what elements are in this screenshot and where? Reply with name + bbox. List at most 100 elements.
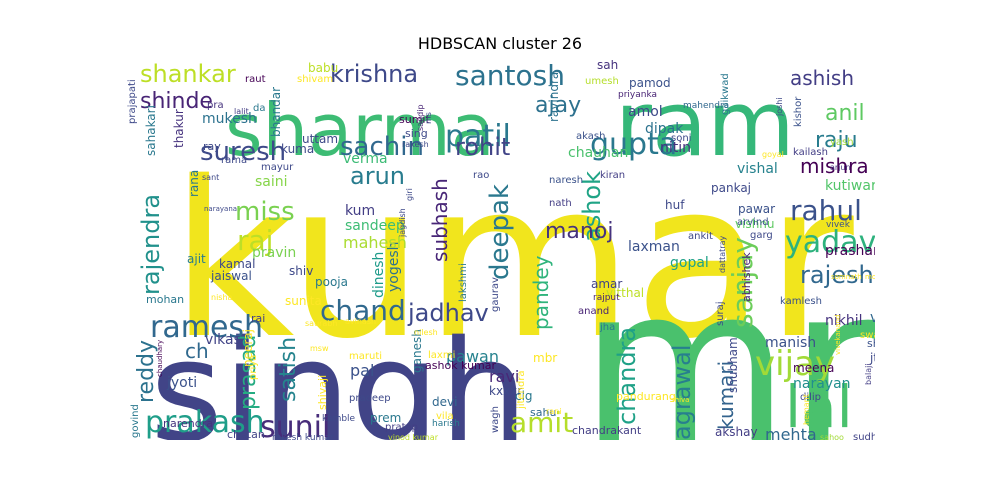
- word-vishnu: vishnu: [735, 217, 775, 231]
- word-vijay: vijay: [755, 344, 835, 384]
- word-narendra: narendra: [163, 417, 213, 430]
- word-rohit: rohit: [455, 133, 510, 161]
- word-sing: sing: [405, 127, 428, 140]
- word-pra: pra: [207, 100, 224, 111]
- word-miss: miss: [235, 197, 295, 227]
- word-rai: rai: [251, 312, 265, 325]
- word-verma: verma: [343, 151, 388, 167]
- word-shivaji: shivaji: [316, 375, 329, 410]
- word-uttam: uttam: [302, 132, 338, 146]
- word-amol: amol: [628, 104, 663, 120]
- word-gaurav: gaurav: [490, 277, 501, 312]
- word-mohan: mohan: [146, 293, 184, 306]
- word-raju: raju: [815, 128, 858, 153]
- word-priyanka: priyanka: [618, 90, 657, 100]
- word-yadav: yadav: [785, 225, 875, 260]
- word-nilesh: nilesh: [414, 328, 438, 337]
- word-raj: raj: [237, 224, 273, 257]
- word-lakshmi: lakshmi: [458, 263, 469, 302]
- word-balaji: balaji: [864, 363, 873, 385]
- word-rajesh: rajesh: [800, 261, 874, 289]
- word-ajay: ajay: [535, 93, 581, 118]
- word-saurabh: saurabh: [305, 319, 337, 328]
- word-gopal: gopal: [670, 255, 709, 271]
- word-arun: arun: [350, 162, 405, 190]
- word-jaiswal: jaiswal: [210, 269, 252, 283]
- word-pankaj: pankaj: [711, 181, 751, 195]
- word-pravin: pravin: [252, 245, 296, 261]
- word-satish: satish: [276, 337, 301, 402]
- word-pradeep: pradeep: [349, 393, 391, 404]
- word-pamod: pamod: [629, 76, 671, 90]
- word-chandra: chandra: [613, 327, 641, 425]
- word-krishna: krishna: [330, 60, 418, 88]
- word-mishra: mishra: [800, 154, 869, 178]
- word-sharma: sharma: [225, 88, 495, 172]
- word-sahoo: sahoo: [820, 433, 844, 440]
- word-arvind: arvind: [737, 217, 769, 228]
- word-singh: singh: [150, 311, 528, 440]
- word-shiv: shiv: [289, 264, 313, 278]
- word-mahesh: mahesh: [343, 233, 407, 252]
- word-jitendra: jitendra: [516, 370, 527, 410]
- word-pawar: pawar: [738, 202, 775, 216]
- word-agrawal: agrawal: [668, 344, 696, 440]
- word-ch: ch: [185, 339, 209, 363]
- word-joshi: joshi: [775, 97, 784, 117]
- word-kum: kum: [345, 203, 375, 219]
- word-priya: priya: [248, 355, 259, 380]
- word-laxman: laxman: [628, 239, 680, 255]
- word-shiva: shiva: [671, 396, 689, 404]
- word-sant: sant: [202, 173, 219, 182]
- word-vinod-kumar: vinod kumar: [388, 433, 439, 440]
- word-pawan: pawan: [446, 347, 499, 366]
- word-ray: ray: [203, 140, 221, 153]
- word-ram: ram: [615, 72, 795, 177]
- word-kamble: kamble: [322, 414, 356, 424]
- word-shankar: shankar: [140, 60, 236, 88]
- word-vishal: vishal: [737, 161, 778, 177]
- word-shri: shri: [867, 337, 875, 350]
- word-sahu: sahu: [530, 406, 556, 419]
- word-prashant: prashant: [825, 243, 875, 259]
- word-avinash: avinash: [345, 317, 376, 326]
- word-suraj: suraj: [715, 301, 726, 326]
- word-sahakari: sahakari: [144, 105, 158, 156]
- word-shinde: shinde: [140, 89, 213, 114]
- word-devi: devi: [432, 395, 457, 409]
- word-saini: saini: [255, 174, 288, 190]
- word-harish: harish: [432, 419, 460, 429]
- word-kamlesh: kamlesh: [780, 296, 822, 307]
- word-prajapati: prajapati: [127, 79, 138, 124]
- word-maruti: maruti: [349, 351, 382, 362]
- word-kiran: kiran: [600, 170, 625, 181]
- word-mehta: mehta: [765, 425, 817, 440]
- word-sah: sah: [597, 60, 618, 72]
- word-lal: lal: [785, 373, 853, 440]
- word-rajput: rajput: [593, 293, 620, 303]
- word-gaikwad: gaikwad: [720, 73, 731, 115]
- word-swami: swami: [860, 330, 875, 341]
- word-yash: yash: [830, 137, 854, 148]
- word-sumit: sumit: [399, 113, 430, 126]
- word-dattatray: dattatray: [718, 236, 727, 273]
- word-pandurang: pandurang: [616, 390, 676, 403]
- word-anil: anil: [825, 101, 865, 126]
- word-manoj: manoj: [545, 219, 613, 244]
- word-rajendra: rajendra: [137, 194, 165, 295]
- word-msw: msw: [310, 344, 329, 353]
- word-ashok-kumar: ashok kumar: [425, 359, 496, 372]
- word-da: da: [253, 103, 265, 114]
- word-ankit: ankit: [688, 231, 713, 242]
- word-kamal: kamal: [219, 257, 255, 271]
- word-ashok: ashok: [578, 171, 606, 242]
- word-clg: clg: [515, 389, 533, 403]
- word-ashish: ashish: [790, 66, 854, 90]
- word-chauhan: chauhan: [568, 145, 628, 161]
- word-ravindra: ravindra: [547, 72, 561, 122]
- word-nitin: nitin: [660, 140, 691, 156]
- word-mohit: mohit: [865, 273, 875, 281]
- word-naresh: naresh: [549, 175, 583, 186]
- word-prasad: prasad: [236, 335, 261, 410]
- word-rahul: rahul: [790, 194, 862, 227]
